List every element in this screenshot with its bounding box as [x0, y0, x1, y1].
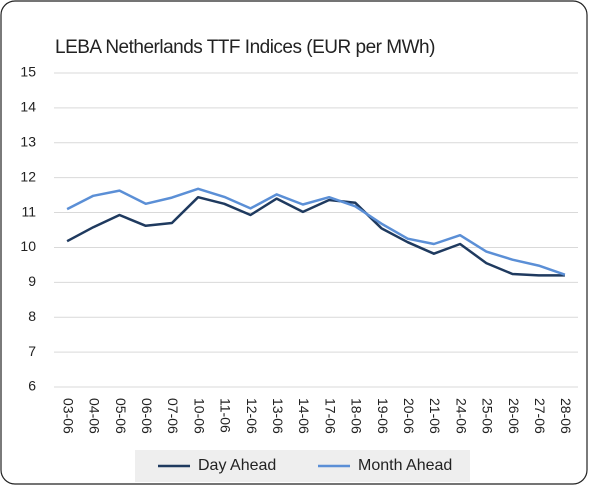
y-tick-label: 14 [20, 99, 36, 115]
y-tick-label: 7 [28, 343, 36, 359]
x-tick-label: 11-06 [218, 398, 234, 433]
x-tick-label: 20-06 [401, 398, 417, 434]
x-tick-label: 04-06 [87, 398, 103, 434]
x-tick-label: 06-06 [139, 398, 155, 434]
y-tick-label: 13 [20, 133, 36, 149]
y-tick-label: 8 [28, 308, 36, 324]
y-tick-label: 9 [28, 273, 36, 289]
x-tick-label: 07-06 [165, 398, 181, 434]
legend-label: Day Ahead [198, 457, 276, 474]
x-tick-label: 10-06 [191, 398, 207, 434]
y-tick-label: 6 [28, 378, 36, 394]
x-tick-label: 28-06 [558, 398, 574, 434]
x-tick-label: 21-06 [427, 398, 443, 434]
legend-box [135, 450, 470, 482]
x-tick-label: 03-06 [60, 398, 76, 434]
x-tick-label: 13-06 [270, 398, 286, 434]
x-tick-label: 24-06 [453, 398, 469, 434]
legend-label: Month Ahead [358, 457, 452, 474]
line-series [66, 187, 566, 276]
x-tick-label: 14-06 [296, 398, 312, 434]
y-tick-label: 15 [20, 64, 36, 80]
x-tick-label: 27-06 [532, 398, 548, 434]
x-tick-label: 05-06 [113, 398, 129, 434]
x-tick-label: 26-06 [506, 398, 522, 434]
x-tick-label: 25-06 [480, 398, 496, 434]
y-tick-label: 10 [20, 238, 36, 254]
x-tick-label: 17-06 [322, 398, 338, 434]
y-tick-label: 12 [20, 168, 36, 184]
line-series [66, 195, 565, 277]
x-tick-label: 18-06 [349, 398, 365, 434]
y-tick-label: 11 [21, 203, 36, 219]
x-tick-label: 19-06 [375, 398, 391, 434]
chart-title: LEBA Netherlands TTF Indices (EUR per MW… [55, 37, 435, 58]
x-tick-label: 12-06 [244, 398, 260, 434]
